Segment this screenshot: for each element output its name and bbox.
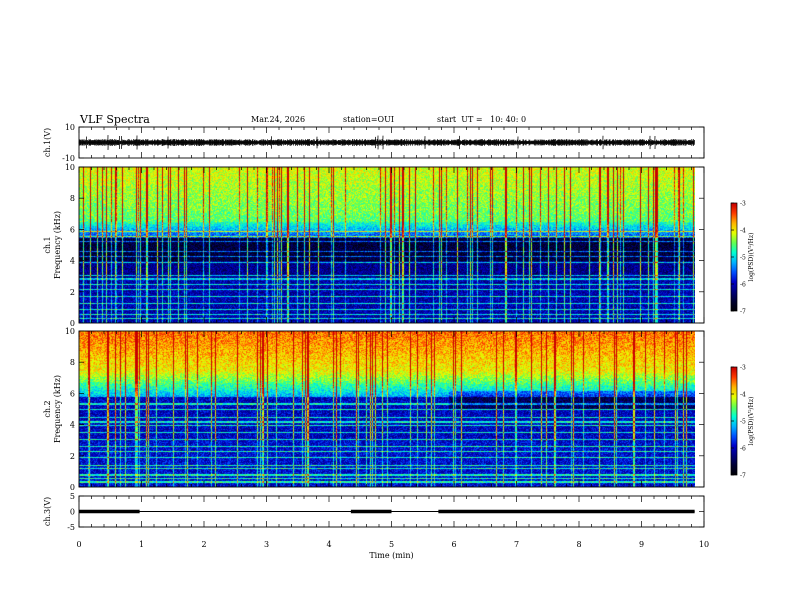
x-tick-label: 3 bbox=[264, 540, 269, 549]
spectrogram-images bbox=[79, 167, 737, 487]
x-tick-label: 9 bbox=[639, 540, 644, 549]
y-tick-label: 4 bbox=[70, 421, 75, 430]
y-axis-label: ch.1(V) bbox=[43, 128, 52, 157]
x-tick-label: 2 bbox=[201, 540, 206, 549]
colorbar-tick-label: -6 bbox=[740, 282, 746, 289]
y-tick-label: 10 bbox=[65, 327, 75, 336]
x-axis-label: Time (min) bbox=[369, 551, 413, 560]
y-tick-label: 6 bbox=[70, 225, 75, 234]
y-tick-label: 5 bbox=[70, 492, 75, 501]
colorbar-tick-label: -4 bbox=[740, 392, 746, 399]
x-tick-label: 7 bbox=[514, 540, 519, 549]
y-axis-label: ch.2 bbox=[43, 400, 52, 417]
y-tick-label: 8 bbox=[70, 358, 75, 367]
y-tick-label: 6 bbox=[70, 389, 75, 398]
figure-title: VLF Spectra bbox=[80, 113, 150, 126]
colorbar-tick-label: -5 bbox=[740, 255, 746, 262]
y-tick-label: 2 bbox=[70, 452, 75, 461]
colorbar-tick-label: -3 bbox=[740, 365, 746, 372]
y-tick-label: 10 bbox=[65, 123, 75, 132]
colorbar-tick-label: -6 bbox=[740, 446, 746, 453]
x-tick-label: 0 bbox=[76, 540, 81, 549]
colorbar-tick-label: -5 bbox=[740, 419, 746, 426]
y-tick-label: 0 bbox=[70, 319, 75, 328]
header-date: Mar.24, 2026 bbox=[251, 115, 306, 124]
x-tick-label: 8 bbox=[576, 540, 581, 549]
colorbar-label: log(PSD)(V²/Hz) bbox=[748, 233, 755, 282]
ch1-waveform-line bbox=[78, 135, 695, 150]
x-tick-label: 5 bbox=[389, 540, 394, 549]
y-tick-label: 10 bbox=[65, 163, 75, 172]
header-start-ut: start UT = 10: 40: 0 bbox=[437, 115, 527, 124]
y-tick-label: 4 bbox=[70, 257, 75, 266]
y-axis-label: ch.3(V) bbox=[43, 497, 52, 526]
colorbar-label: log(PSD)(V²/Hz) bbox=[748, 397, 755, 446]
colorbar-tick-label: -7 bbox=[740, 309, 746, 316]
y-tick-label: 0 bbox=[70, 508, 75, 517]
y-axis-label: Frequency (kHz) bbox=[53, 211, 62, 279]
x-tick-label: 6 bbox=[451, 540, 456, 549]
y-tick-label: 8 bbox=[70, 194, 75, 203]
x-tick-label: 1 bbox=[139, 540, 144, 549]
spectrogram-image-ch1 bbox=[79, 167, 695, 323]
colorbar-tick-label: -4 bbox=[740, 228, 746, 235]
header-station: station=OUI bbox=[343, 115, 394, 124]
y-tick-label: -10 bbox=[62, 154, 75, 163]
y-axis-label: Frequency (kHz) bbox=[53, 375, 62, 443]
y-tick-label: -5 bbox=[67, 523, 75, 532]
y-tick-label: 2 bbox=[70, 288, 75, 297]
y-tick-label: 0 bbox=[70, 483, 75, 492]
colorbar-tick-label: -7 bbox=[740, 473, 746, 480]
x-tick-label: 4 bbox=[326, 540, 331, 549]
colorbar-tick-label: -3 bbox=[740, 201, 746, 208]
spectrogram-image-ch2 bbox=[79, 331, 695, 487]
y-axis-label: ch.1 bbox=[43, 236, 52, 253]
x-tick-label: 10 bbox=[699, 540, 709, 549]
